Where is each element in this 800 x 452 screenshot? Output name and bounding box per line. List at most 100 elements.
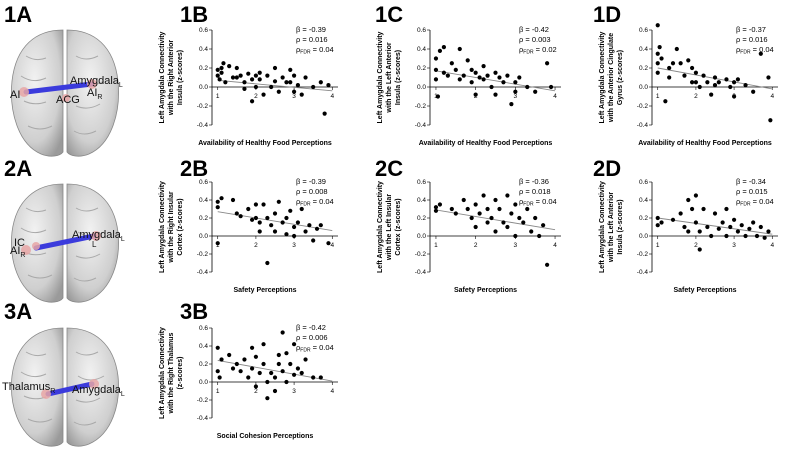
y-tick-label: 0.0 [199,84,208,91]
data-point [318,375,323,380]
data-point [299,370,304,376]
x-tick-label: 3 [292,93,296,100]
panel-label-2C: 2C [375,156,404,181]
y-axis-label: Left Amygdala Connectivity [377,31,384,123]
data-point [667,75,672,80]
x-tick-label: 4 [553,93,557,100]
data-point [280,369,285,374]
y-axis-label: Left Amygdala Connectivity [159,327,166,419]
data-point [457,46,462,52]
data-point [299,92,304,97]
data-point [461,73,466,78]
data-point [295,220,301,225]
data-point [670,61,676,66]
x-axis-label: Safety Perceptions [673,287,736,294]
data-point [493,92,498,97]
data-point [731,80,737,85]
stat-pfdr: ρFDR = 0.04 [519,197,557,208]
stat-pfdr: ρFDR = 0.04 [736,197,774,208]
x-axis-label: Availability of Healthy Food Perceptions [198,140,332,147]
data-point [489,84,494,90]
data-point [261,361,266,367]
data-point [697,84,702,90]
data-point [445,73,450,78]
x-tick-label: 3 [514,242,518,249]
scatter-plot-2C: 0.6 0.4 0.2 0.0 -0.2 -0.4 1 2 3 4 Left Amygdala Co… [377,177,561,294]
y-axis-label: Insula (z-scores) [395,50,402,105]
data-point [433,56,439,61]
data-point [249,99,255,104]
y-axis-label: Cortex (z-scores) [395,198,402,255]
y-tick-label: 0.2 [199,215,208,222]
data-point [269,223,274,228]
y-tick-label: 0.2 [639,215,648,222]
data-point [689,80,695,85]
y-tick-label: 0.4 [639,46,648,53]
panel-label-2B: 2B [180,156,209,181]
data-point [219,70,224,75]
stat-rho: ρ = 0.016 [296,35,328,44]
data-point [701,206,706,212]
data-point [529,229,534,234]
data-point [272,229,278,234]
data-point [276,89,281,94]
y-tick-label: 0.0 [639,233,648,240]
data-point [215,199,220,204]
data-point [223,80,228,85]
data-point [219,196,224,201]
data-point [295,366,301,371]
x-tick-label: 2 [254,242,258,249]
data-point [693,70,699,75]
x-tick-label: 2 [254,388,258,395]
data-point [311,375,316,380]
y-axis-label: with the Right Anterior [168,40,175,116]
data-point [731,217,737,222]
data-point [525,84,530,90]
y-tick-label: 0.0 [417,233,426,240]
data-point [735,77,741,82]
data-point [291,89,297,94]
data-point [689,65,695,71]
data-point [766,75,771,80]
data-point [288,208,293,213]
x-tick-label: 3 [292,388,296,395]
data-point [215,241,220,246]
x-tick-label: 2 [474,242,478,249]
data-point [716,226,721,231]
data-point [473,70,478,75]
data-point [513,80,518,85]
data-point [697,229,702,234]
data-point [299,206,304,212]
data-point [481,64,486,69]
y-axis-label: Gyrus (z-scores) [617,50,624,105]
data-point [269,84,274,90]
data-point [265,260,270,266]
x-tick-label: 4 [770,93,774,100]
data-point [219,65,224,71]
y-tick-label: 0.6 [199,325,208,332]
y-tick-label: -0.4 [197,269,209,276]
data-point [288,80,293,85]
data-point [754,233,760,239]
data-point [453,67,458,72]
y-tick-label: 0.2 [639,65,648,72]
data-point [461,197,466,203]
data-point [311,238,316,243]
data-point [485,220,490,225]
data-point [735,229,741,234]
data-point [280,75,285,80]
x-axis-label: Social Cohesion Perceptions [217,433,314,440]
data-point [253,73,259,78]
data-point [238,214,243,219]
data-point [493,70,498,75]
data-point [303,75,308,80]
data-point [453,211,458,216]
data-point [291,233,297,239]
data-point [311,84,316,90]
panel-label-2A: 2A [4,156,33,181]
data-point [548,84,554,90]
data-point [686,229,691,234]
y-tick-label: -0.4 [637,122,649,129]
stat-pfdr: ρFDR = 0.04 [296,343,334,354]
